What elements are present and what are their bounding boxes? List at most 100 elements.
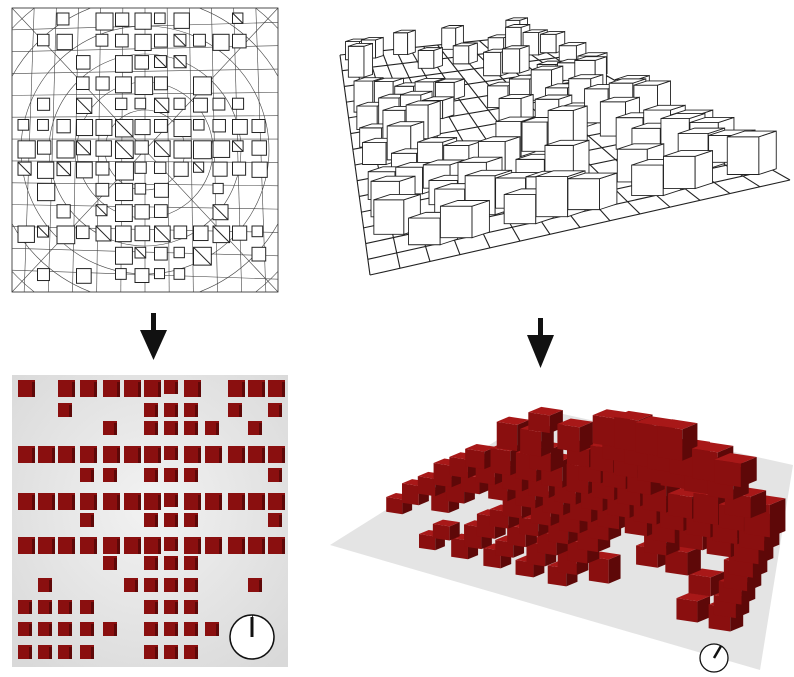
- block-front: [496, 421, 518, 452]
- block-front: [386, 497, 403, 515]
- block-shade: [52, 539, 55, 554]
- block-top: [614, 410, 653, 421]
- block-front: [665, 549, 688, 576]
- building-outline: [56, 225, 76, 245]
- building-outline: [232, 119, 248, 135]
- roof-line: [193, 161, 205, 173]
- block-shade: [114, 624, 117, 636]
- block-shade: [195, 624, 198, 636]
- block-front: [688, 573, 711, 597]
- block-top: [184, 493, 201, 510]
- block-shade: [155, 647, 158, 659]
- block-top: [80, 446, 97, 463]
- cube-face: [643, 104, 686, 111]
- building-outline: [154, 76, 168, 91]
- block-top: [184, 622, 198, 636]
- cube-face: [535, 94, 572, 100]
- block-top: [124, 380, 141, 397]
- block-top: [58, 380, 75, 397]
- block-front: [432, 523, 450, 541]
- block-shade: [91, 624, 94, 636]
- block-shade: [262, 539, 265, 554]
- block-top: [268, 380, 285, 397]
- block-top: [164, 446, 178, 460]
- block-front: [657, 425, 683, 461]
- grid-line: [12, 115, 278, 118]
- block-shade: [175, 558, 178, 570]
- roof-line: [212, 225, 230, 243]
- roof-line: [212, 204, 229, 221]
- building-outline: [251, 225, 264, 238]
- cube-face: [535, 176, 569, 218]
- rendered-blocks: [18, 380, 285, 659]
- block-top: [268, 446, 285, 463]
- building-outline: [76, 76, 90, 90]
- block-shade: [259, 423, 262, 435]
- block-shade: [155, 405, 158, 417]
- block-top: [80, 493, 97, 510]
- block-top: [124, 578, 138, 592]
- building-outline: [76, 55, 91, 70]
- block-shade: [52, 448, 55, 463]
- block-top: [692, 442, 734, 453]
- cube-face: [502, 45, 530, 50]
- building-outlines: [17, 12, 268, 284]
- block-front: [566, 446, 590, 468]
- block-top: [205, 622, 219, 636]
- block-shade: [114, 423, 117, 435]
- block-shade: [198, 495, 201, 510]
- block-top: [103, 446, 120, 463]
- building-outline: [115, 204, 133, 223]
- block-top: [144, 421, 158, 435]
- block-side: [697, 595, 711, 623]
- cube-face: [522, 29, 548, 34]
- sun-direction-dial-icon: [229, 614, 275, 660]
- building-outline: [154, 119, 168, 133]
- block-front: [401, 483, 419, 506]
- cube-face: [660, 112, 706, 119]
- building-outline: [56, 140, 75, 159]
- roof-line: [232, 140, 244, 152]
- block-shade: [29, 624, 32, 636]
- block-shade: [219, 448, 222, 463]
- block-top: [144, 578, 158, 592]
- block-shade: [195, 515, 198, 527]
- block-top: [228, 493, 245, 510]
- cube-face: [363, 42, 373, 78]
- building-outline: [115, 182, 134, 202]
- block-top: [103, 556, 117, 570]
- block-shade: [32, 448, 35, 463]
- block-top: [205, 537, 222, 554]
- block-top: [144, 403, 158, 417]
- block-shade: [279, 405, 282, 417]
- building-outline: [115, 55, 133, 73]
- block-shade: [49, 580, 52, 592]
- block-top: [144, 645, 158, 659]
- cube-face: [503, 194, 537, 225]
- cube-face: [568, 74, 604, 80]
- block-shade: [198, 448, 201, 463]
- cube-face: [373, 193, 421, 201]
- block-front: [418, 534, 436, 551]
- block-top: [38, 537, 55, 554]
- building-outline: [193, 33, 206, 47]
- building-outline: [95, 182, 110, 197]
- block-shade: [135, 580, 138, 592]
- roof-line: [232, 12, 244, 24]
- block-top: [38, 600, 52, 614]
- block-top: [103, 622, 117, 636]
- cube-face: [375, 36, 384, 59]
- block-shade: [138, 539, 141, 554]
- block-front: [490, 448, 511, 476]
- block-top: [38, 645, 52, 659]
- block-shade: [175, 624, 178, 636]
- roof-line: [17, 161, 32, 176]
- block-top: [18, 493, 35, 510]
- building-outline: [193, 225, 209, 242]
- block-shade: [262, 495, 265, 510]
- block-front: [460, 474, 480, 495]
- block-front: [520, 428, 542, 457]
- building-outline: [95, 33, 109, 47]
- cube-face: [535, 170, 586, 177]
- block-shade: [195, 405, 198, 417]
